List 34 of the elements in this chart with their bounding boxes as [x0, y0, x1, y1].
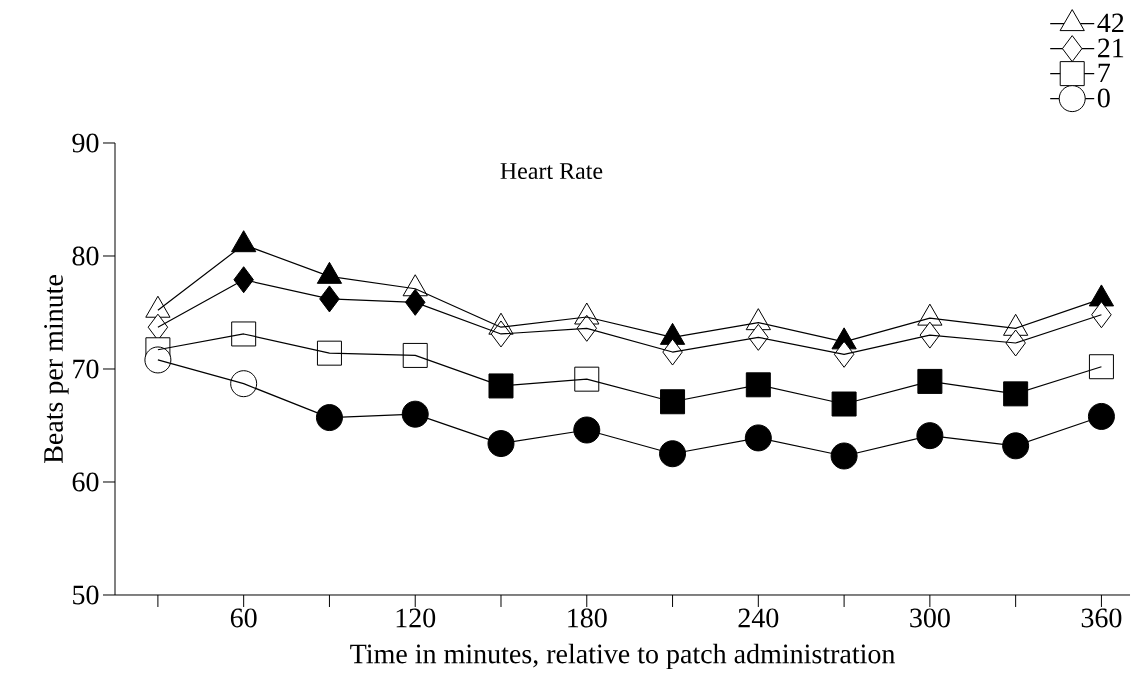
point [1002, 432, 1030, 460]
y-tick-label: 80 [72, 246, 99, 266]
y-tick-label: 50 [73, 585, 99, 605]
point [401, 400, 429, 428]
point [659, 440, 687, 468]
x-tick-label: 180 [568, 608, 607, 628]
x-tick-label: 300 [910, 608, 950, 628]
legend-label: 21 [1098, 38, 1124, 58]
point [748, 323, 769, 351]
point [1091, 301, 1112, 329]
y-axis-title: Beats per minute [44, 275, 69, 464]
point [487, 430, 515, 458]
legend-label: 7 [1098, 63, 1110, 83]
point [916, 422, 944, 450]
y-tick-label: 70 [73, 359, 99, 379]
point [744, 424, 772, 452]
x-tick-label: 120 [396, 608, 436, 628]
text: Heart Rate [500, 163, 603, 180]
point [315, 404, 343, 432]
point [573, 416, 601, 444]
point [919, 321, 941, 349]
x-tick-label: 240 [738, 608, 779, 628]
point [662, 338, 683, 366]
x-axis-title: Time in minutes, relative to patch administration [350, 643, 895, 670]
x-tick-label: 360 [1081, 608, 1122, 628]
point [1005, 329, 1026, 357]
y-tick-label: 60 [72, 472, 99, 492]
legend-label: 42 [1097, 13, 1124, 33]
point [1087, 402, 1115, 430]
x-tick-label: 60 [230, 608, 257, 628]
point [830, 442, 858, 470]
y-tick-label: 90 [72, 133, 99, 153]
point [833, 340, 855, 368]
legend-label: 0 [1097, 88, 1110, 108]
